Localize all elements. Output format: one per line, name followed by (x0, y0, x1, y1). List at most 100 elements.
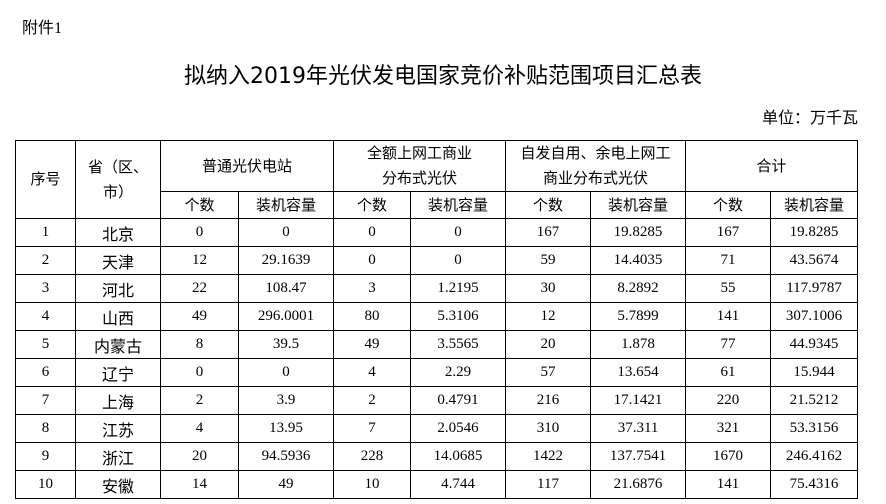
header-group-self-use: 自发自用、余电上网工商业分布式光伏 (505, 140, 687, 192)
header-province: 省（区、市） (75, 140, 161, 219)
value-cell: 0 (410, 218, 507, 247)
province-cell: 天津 (75, 246, 161, 275)
value-cell: 137.7541 (590, 442, 687, 471)
row-index: 7 (15, 386, 76, 415)
value-cell: 220 (685, 386, 772, 415)
province-cell: 辽宁 (75, 358, 161, 387)
value-cell: 49 (237, 470, 335, 499)
value-cell: 19.8285 (770, 218, 859, 247)
value-cell: 13.654 (590, 358, 687, 387)
value-cell: 0 (160, 358, 239, 387)
value-cell: 14.0685 (410, 442, 507, 471)
subheader-capacity: 装机容量 (590, 191, 687, 219)
value-cell: 4 (333, 358, 412, 387)
value-cell: 77 (685, 330, 772, 359)
value-cell: 94.5936 (237, 442, 335, 471)
value-cell: 2.29 (410, 358, 507, 387)
subheader-count: 个数 (160, 191, 239, 219)
value-cell: 8.2892 (590, 274, 687, 303)
value-cell: 108.47 (237, 274, 335, 303)
row-index: 9 (15, 442, 76, 471)
table-row: 6 辽宁 0 0 4 2.29 57 13.654 61 15.944 (15, 358, 859, 387)
province-cell: 安徽 (75, 470, 161, 499)
value-cell: 14 (160, 470, 239, 499)
subheader-capacity: 装机容量 (237, 191, 335, 219)
row-index: 3 (15, 274, 76, 303)
value-cell: 2.0546 (410, 414, 507, 443)
value-cell: 167 (685, 218, 772, 247)
province-cell: 上海 (75, 386, 161, 415)
value-cell: 10 (333, 470, 412, 499)
subheader-count: 个数 (505, 191, 592, 219)
value-cell: 22 (160, 274, 239, 303)
table-row: 3 河北 22 108.47 3 1.2195 30 8.2892 55 117.9787 (15, 274, 859, 303)
value-cell: 296.0001 (237, 302, 335, 331)
value-cell: 43.5674 (770, 246, 859, 275)
value-cell: 0 (333, 218, 412, 247)
value-cell: 53.3156 (770, 414, 859, 443)
value-cell: 1422 (505, 442, 592, 471)
value-cell: 75.4316 (770, 470, 859, 499)
value-cell: 8 (160, 330, 239, 359)
value-cell: 216 (505, 386, 592, 415)
value-cell: 17.1421 (590, 386, 687, 415)
value-cell: 0 (333, 246, 412, 275)
row-index: 8 (15, 414, 76, 443)
subheader-capacity: 装机容量 (410, 191, 507, 219)
value-cell: 3 (333, 274, 412, 303)
value-cell: 7 (333, 414, 412, 443)
value-cell: 44.9345 (770, 330, 859, 359)
value-cell: 57 (505, 358, 592, 387)
table-row: 9 浙江 20 94.5936 228 14.0685 1422 137.7541 1670 24… (15, 442, 859, 471)
value-cell: 5.3106 (410, 302, 507, 331)
header-group-total: 合计 (685, 140, 859, 192)
value-cell: 117.9787 (770, 274, 859, 303)
header-group-ground-station: 普通光伏电站 (159, 140, 335, 192)
table-row: 1 北京 0 0 0 0 167 19.8285 167 19.8285 (15, 218, 859, 247)
value-cell: 246.4162 (770, 442, 859, 471)
unit-label: 单位：万千瓦 (761, 108, 858, 127)
value-cell: 55 (685, 274, 772, 303)
value-cell: 21.5212 (770, 386, 859, 415)
value-cell: 1.2195 (410, 274, 507, 303)
value-cell: 321 (685, 414, 772, 443)
value-cell: 13.95 (237, 414, 335, 443)
summary-table: 序号 省（区、市） 普通光伏电站 全额上网工商业分布式光伏 自发自用、余电上网工… (15, 140, 859, 499)
value-cell: 0 (160, 218, 239, 247)
row-index: 1 (15, 218, 76, 247)
value-cell: 29.1639 (237, 246, 335, 275)
table-row: 2 天津 12 29.1639 0 0 59 14.4035 71 43.5674 (15, 246, 859, 275)
province-cell: 内蒙古 (75, 330, 161, 359)
attachment-label: 附件1 (22, 20, 63, 37)
value-cell: 12 (160, 246, 239, 275)
value-cell: 1670 (685, 442, 772, 471)
value-cell: 2 (333, 386, 412, 415)
row-index: 10 (15, 470, 76, 499)
province-cell: 河北 (75, 274, 161, 303)
value-cell: 37.311 (590, 414, 687, 443)
value-cell: 3.5565 (410, 330, 507, 359)
value-cell: 1.878 (590, 330, 687, 359)
value-cell: 20 (160, 442, 239, 471)
value-cell: 0 (237, 218, 335, 247)
province-cell: 山西 (75, 302, 161, 331)
value-cell: 167 (505, 218, 592, 247)
province-cell: 江苏 (75, 414, 161, 443)
value-cell: 3.9 (237, 386, 335, 415)
value-cell: 0.4791 (410, 386, 507, 415)
value-cell: 80 (333, 302, 412, 331)
header-index: 序号 (15, 140, 76, 219)
subheader-capacity: 装机容量 (770, 191, 859, 219)
subheader-count: 个数 (333, 191, 412, 219)
value-cell: 0 (410, 246, 507, 275)
value-cell: 117 (505, 470, 592, 499)
value-cell: 4.744 (410, 470, 507, 499)
row-index: 6 (15, 358, 76, 387)
value-cell: 19.8285 (590, 218, 687, 247)
value-cell: 21.6876 (590, 470, 687, 499)
value-cell: 228 (333, 442, 412, 471)
value-cell: 310 (505, 414, 592, 443)
value-cell: 0 (237, 358, 335, 387)
value-cell: 141 (685, 302, 772, 331)
value-cell: 12 (505, 302, 592, 331)
